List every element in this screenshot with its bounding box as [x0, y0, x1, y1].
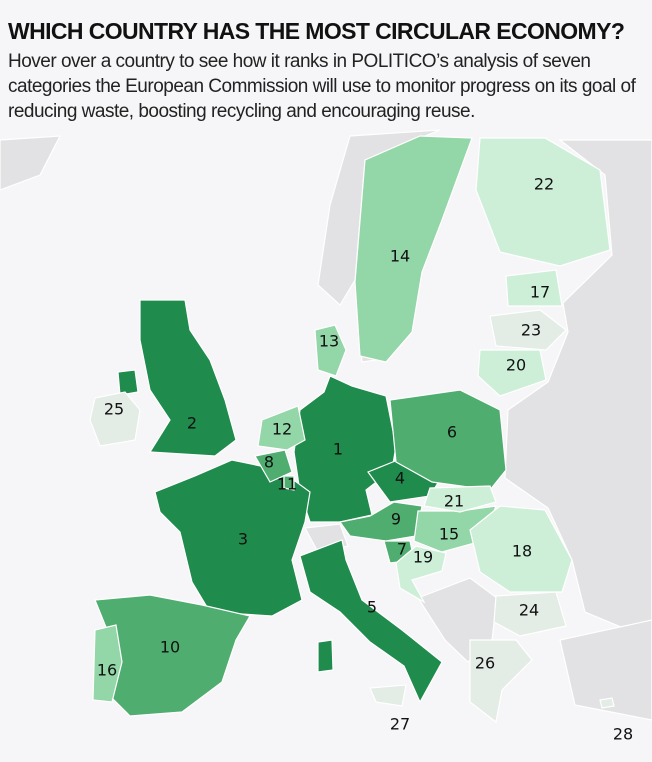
country-belgium[interactable] — [254, 449, 293, 483]
rank-label-spain: 10 — [160, 638, 180, 657]
country-malta[interactable] — [369, 684, 407, 707]
iceland-shape — [0, 135, 62, 191]
rank-label-latvia: 23 — [521, 321, 541, 340]
rank-label-hungary: 15 — [439, 525, 459, 544]
rank-label-bulgaria: 24 — [519, 601, 539, 620]
rank-label-lithuania: 20 — [506, 356, 526, 375]
rank-label-luxembourg: 11 — [277, 475, 297, 494]
country-italy[interactable] — [317, 639, 334, 673]
country-sweden[interactable] — [354, 135, 473, 363]
norway-shape — [317, 129, 441, 306]
rank-label-slovakia: 21 — [444, 492, 464, 511]
rank-label-italy: 5 — [367, 598, 377, 617]
country-croatia[interactable] — [395, 545, 447, 604]
rank-label-france: 3 — [238, 530, 248, 549]
map-subtitle: Hover over a country to see how it ranks… — [8, 51, 636, 122]
country-portugal[interactable] — [92, 624, 123, 703]
rank-label-malta: 27 — [390, 715, 410, 734]
country-luxembourg[interactable] — [283, 475, 295, 491]
rank-label-greece: 26 — [475, 654, 495, 673]
rank-label-ireland: 25 — [104, 400, 124, 419]
country-ireland[interactable] — [89, 391, 141, 447]
country-uk[interactable] — [117, 369, 139, 396]
country-cyprus[interactable] — [599, 697, 615, 709]
rank-label-netherlands: 12 — [272, 420, 292, 439]
country-poland[interactable] — [389, 389, 507, 491]
country-france[interactable] — [154, 459, 311, 617]
rank-label-slovenia: 7 — [397, 540, 407, 559]
turkey-shape — [559, 619, 652, 721]
rank-label-germany: 1 — [333, 440, 343, 459]
rank-label-austria: 9 — [391, 510, 401, 529]
rank-label-estonia: 17 — [530, 283, 550, 302]
rank-label-finland: 22 — [534, 175, 554, 194]
rank-label-romania: 18 — [512, 542, 532, 561]
map-title: WHICH COUNTRY HAS THE MOST CIRCULAR ECON… — [8, 18, 625, 44]
rank-label-cyprus: 28 — [613, 725, 633, 744]
country-denmark[interactable] — [314, 324, 347, 377]
rank-label-uk: 2 — [187, 414, 197, 433]
rank-label-czechia: 4 — [395, 469, 405, 488]
rank-label-sweden: 14 — [390, 247, 410, 266]
country-greece[interactable] — [469, 639, 533, 724]
country-romania[interactable] — [469, 505, 573, 593]
rank-label-poland: 6 — [447, 423, 457, 442]
country-uk[interactable] — [139, 299, 237, 457]
rank-label-portugal: 16 — [97, 661, 117, 680]
country-finland[interactable] — [475, 137, 611, 267]
rank-label-belgium: 8 — [264, 453, 274, 472]
country-estonia[interactable] — [505, 269, 563, 307]
country-netherlands[interactable] — [257, 405, 306, 451]
rank-label-denmark: 13 — [319, 332, 339, 351]
country-slovakia[interactable] — [423, 485, 497, 513]
rank-label-croatia: 19 — [413, 548, 433, 567]
country-latvia[interactable] — [489, 309, 567, 351]
country-germany[interactable] — [293, 375, 397, 523]
country-lithuania[interactable] — [477, 349, 547, 397]
country-bulgaria[interactable] — [493, 591, 567, 637]
country-italy[interactable] — [299, 539, 443, 704]
